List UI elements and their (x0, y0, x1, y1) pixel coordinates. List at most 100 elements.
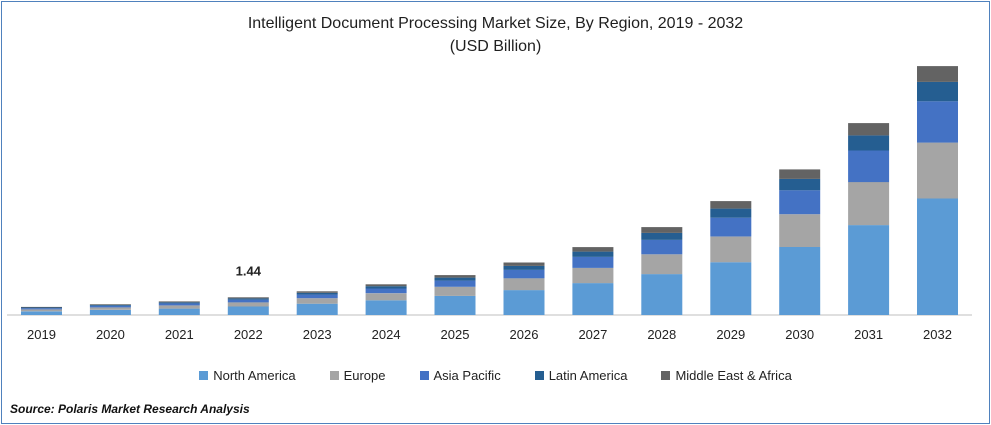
bar-segment-latin-america-2026 (503, 265, 545, 270)
chart-subtitle: (USD Billion) (449, 38, 542, 55)
bar-segment-europe-2023 (296, 298, 338, 304)
x-tick-label-2019: 2019 (27, 327, 56, 342)
bar-segment-europe-2026 (503, 278, 545, 291)
bar-segment-middle-east-africa-2031 (848, 123, 890, 136)
x-tick-label-2030: 2030 (785, 327, 814, 342)
legend-item-middle-east-africa: Middle East & Africa (661, 368, 792, 383)
bar-segment-north-america-2023 (296, 303, 338, 315)
bar-segment-north-america-2030 (779, 247, 821, 315)
bar-segment-europe-2019 (21, 309, 62, 312)
bar-segment-middle-east-africa-2024 (365, 284, 407, 287)
legend-label: Asia Pacific (433, 368, 501, 383)
bar-segment-asia-pacific-2019 (21, 308, 62, 310)
bar-segment-europe-2032 (917, 142, 958, 199)
bar-segment-asia-pacific-2020 (89, 305, 131, 308)
bar-segment-latin-america-2032 (917, 81, 958, 102)
bar-segment-middle-east-africa-2027 (572, 247, 614, 252)
x-tick-label-2032: 2032 (923, 327, 952, 342)
bar-segment-north-america-2028 (641, 274, 683, 315)
bar-segment-north-america-2019 (21, 311, 62, 315)
bar-segment-asia-pacific-2023 (296, 294, 338, 299)
legend-swatch (661, 371, 671, 380)
legend-item-asia-pacific: Asia Pacific (419, 368, 501, 383)
bar-segment-north-america-2020 (89, 309, 131, 315)
bar-segment-north-america-2026 (503, 290, 545, 315)
legend-item-north-america: North America (199, 368, 296, 383)
legend-item-europe: Europe (329, 368, 386, 383)
x-tick-label-2031: 2031 (854, 327, 883, 342)
bar-segment-asia-pacific-2031 (848, 150, 890, 183)
x-tick-label-2021: 2021 (165, 327, 194, 342)
legend-swatch (419, 371, 429, 380)
x-tick-label-2027: 2027 (578, 327, 607, 342)
x-tick-label-2028: 2028 (647, 327, 676, 342)
bar-segment-asia-pacific-2030 (779, 190, 821, 215)
x-tick-label-2023: 2023 (303, 327, 332, 342)
legend-swatch (534, 371, 544, 380)
legend: North America Europe Asia Pacific Latin Ame… (2, 368, 989, 383)
bar-segment-europe-2022 (227, 302, 269, 307)
bar-segment-north-america-2021 (158, 308, 200, 315)
legend-label: Europe (343, 368, 386, 383)
bar-segment-europe-2020 (89, 307, 131, 310)
bar-segment-europe-2021 (158, 305, 200, 309)
x-tick-label-2020: 2020 (96, 327, 125, 342)
data-label-2022: 1.44 (236, 263, 262, 278)
bar-segment-north-america-2027 (572, 283, 614, 315)
bar-segment-latin-america-2025 (434, 277, 476, 281)
bar-segment-north-america-2032 (917, 198, 958, 315)
bar-segment-europe-2031 (848, 182, 890, 226)
bar-segment-middle-east-africa-2030 (779, 169, 821, 179)
bar-segment-latin-america-2030 (779, 178, 821, 191)
bar-segment-middle-east-africa-2026 (503, 262, 545, 266)
x-tick-label-2029: 2029 (716, 327, 745, 342)
bar-segment-latin-america-2028 (641, 232, 683, 240)
bar-segment-asia-pacific-2021 (158, 303, 200, 306)
bar-segment-latin-america-2023 (296, 292, 338, 295)
legend-label: North America (213, 368, 296, 383)
bar-segment-middle-east-africa-2023 (296, 291, 338, 293)
bar-segment-latin-america-2022 (227, 298, 269, 300)
bar-segment-europe-2029 (710, 236, 752, 263)
bar-segment-latin-america-2021 (158, 302, 200, 304)
bar-segment-middle-east-africa-2032 (917, 66, 958, 82)
bar-segment-middle-east-africa-2021 (158, 301, 200, 303)
bar-segment-north-america-2025 (434, 295, 476, 315)
legend-label: Latin America (548, 368, 628, 383)
stacked-bar-plot: 2019 2020 2021 2022 1.44 2023 2024 2025 2026 2027… (7, 66, 972, 342)
bar-segment-asia-pacific-2026 (503, 270, 545, 279)
bar-segment-asia-pacific-2022 (227, 299, 269, 303)
bar-segment-europe-2027 (572, 267, 614, 284)
bar-segment-latin-america-2019 (21, 307, 62, 309)
bar-segment-north-america-2031 (848, 225, 890, 315)
bar-segment-asia-pacific-2028 (641, 240, 683, 255)
bar-segment-asia-pacific-2032 (917, 101, 958, 143)
bar-segment-latin-america-2020 (89, 304, 131, 306)
bar-segment-europe-2024 (365, 293, 407, 301)
legend-item-latin-america: Latin America (534, 368, 628, 383)
bar-segment-asia-pacific-2025 (434, 280, 476, 287)
bar-segment-latin-america-2031 (848, 135, 890, 151)
bar-segment-middle-east-africa-2020 (89, 304, 131, 305)
bar-segment-north-america-2022 (227, 306, 269, 315)
bar-segment-middle-east-africa-2028 (641, 227, 683, 233)
x-tick-label-2024: 2024 (372, 327, 401, 342)
bar-segment-north-america-2029 (710, 262, 752, 315)
chart-title: Intelligent Document Processing Market S… (247, 15, 744, 32)
bar-segment-middle-east-africa-2029 (710, 201, 752, 209)
x-tick-label-2026: 2026 (510, 327, 539, 342)
bar-segment-middle-east-africa-2025 (434, 275, 476, 278)
bar-segment-latin-america-2029 (710, 208, 752, 218)
legend-swatch (329, 371, 339, 380)
bar-segment-asia-pacific-2027 (572, 257, 614, 268)
bar-segment-europe-2030 (779, 214, 821, 247)
bar-segment-latin-america-2027 (572, 251, 614, 257)
bar-segment-north-america-2024 (365, 300, 407, 315)
bar-segment-europe-2028 (641, 254, 683, 275)
legend-swatch (199, 371, 209, 380)
bar-segment-middle-east-africa-2022 (227, 297, 269, 299)
x-tick-label-2025: 2025 (441, 327, 470, 342)
bar-segment-asia-pacific-2029 (710, 217, 752, 237)
bar-segment-europe-2025 (434, 286, 476, 296)
